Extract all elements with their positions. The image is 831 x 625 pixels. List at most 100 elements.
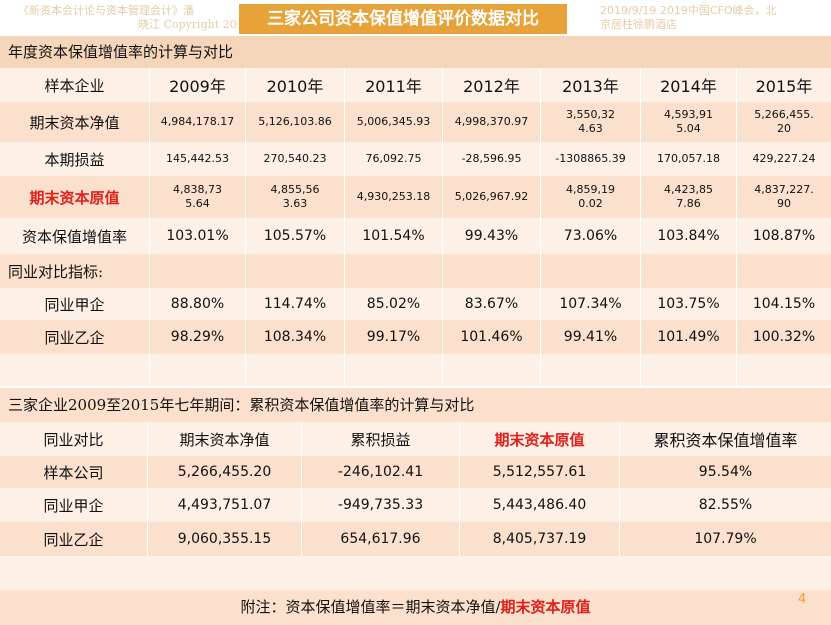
- value-cell: 429,227.24: [752, 152, 816, 165]
- cum-header-cell: 期末资本原值: [460, 422, 620, 456]
- value-cell: 270,540.23: [246, 142, 345, 176]
- row-label: 资本保值增值率: [0, 218, 150, 254]
- value-cell: 4,984,178.17: [150, 102, 246, 142]
- cum-header-cell: 期末资本净值: [148, 422, 302, 456]
- value-cell: 5,266,455.20: [148, 456, 302, 488]
- value-cell: 4,837,227.90: [754, 183, 814, 210]
- cum-header-cell: 累积资本保值增值率: [653, 431, 798, 450]
- page-number: 4: [798, 592, 807, 607]
- year-cell: 2011年: [345, 68, 443, 102]
- value-cell: 8,405,737.19: [460, 522, 620, 556]
- value-cell: 103.84%: [641, 218, 737, 254]
- value-cell: 95.54%: [698, 464, 753, 480]
- watermark-left: 《新资本会计论与资本管理会计》潘 晓江 Copyright 2019: [18, 4, 251, 32]
- value-cell: 3,550,324.63: [541, 102, 641, 142]
- footnote-highlight: 期末资本原值: [500, 598, 591, 616]
- value-cell: 100.32%: [752, 329, 816, 345]
- value-cell: -949,735.33: [302, 488, 460, 522]
- year-cell: 2009年: [150, 68, 246, 102]
- table-row: 同业乙企 98.29% 108.34% 99.17% 101.46% 99.41…: [0, 320, 831, 354]
- year-cell: 2010年: [246, 68, 345, 102]
- year-cell: 2015年: [755, 77, 813, 96]
- value-cell: 4,930,253.18: [345, 176, 443, 218]
- watermark-right-line1: 2019/9/19 2019中国CFO峰会，北: [600, 4, 777, 17]
- cum-header-cell: 累积损益: [302, 422, 460, 456]
- value-cell: 9,060,355.15: [148, 522, 302, 556]
- table-row: 同业乙企 9,060,355.15 654,617.96 8,405,737.1…: [0, 522, 831, 556]
- value-cell: 4,838,735.64: [150, 176, 246, 218]
- peer-label: 同业对比指标:: [0, 254, 150, 288]
- value-cell: 4,855,563.63: [246, 176, 345, 218]
- value-cell: 76,092.75: [345, 142, 443, 176]
- watermark-left-line2: 晓江 Copyright 2019: [138, 18, 251, 31]
- value-cell: 82.55%: [698, 497, 753, 513]
- value-cell: 101.46%: [443, 320, 541, 354]
- value-cell: -1308865.39: [541, 142, 641, 176]
- value-cell: 4,998,370.97: [443, 102, 541, 142]
- page-title: 三家公司资本保值增值评价数据对比: [239, 4, 567, 34]
- year-cell: 2012年: [443, 68, 541, 102]
- year-header-row: 样本企业 2009年 2010年 2011年 2012年 2013年 2014年…: [0, 68, 831, 102]
- value-cell: 99.17%: [345, 320, 443, 354]
- empty-row: [0, 556, 831, 590]
- row-label: 同业乙企: [0, 320, 150, 354]
- value-cell: 654,617.96: [302, 522, 460, 556]
- watermark-right: 2019/9/19 2019中国CFO峰会，北 京居柱徐鹏酒店: [600, 4, 777, 32]
- year-cell: 2013年: [541, 68, 641, 102]
- section-annual-heading: 年度资本保值增值率的计算与对比: [0, 36, 831, 68]
- section-cumulative-heading: 三家企业2009至2015年七年期间：累积资本保值增值率的计算与对比: [0, 388, 831, 422]
- table-row: 期末资本净值 4,984,178.17 5,126,103.86 5,006,3…: [0, 102, 831, 142]
- value-cell: 114.74%: [246, 288, 345, 320]
- row-label: 期末资本净值: [0, 102, 150, 142]
- value-cell: 4,493,751.07: [148, 488, 302, 522]
- value-cell: 85.02%: [345, 288, 443, 320]
- footnote-text: 附注：资本保值增值率＝期末资本净值/: [240, 598, 501, 616]
- value-cell: 5,006,345.93: [345, 102, 443, 142]
- value-cell: 101.54%: [345, 218, 443, 254]
- footnote: 附注：资本保值增值率＝期末资本净值/期末资本原值: [0, 590, 831, 625]
- value-cell: 99.43%: [443, 218, 541, 254]
- empty-row: [0, 354, 831, 386]
- value-cell: 99.41%: [541, 320, 641, 354]
- value-cell: 104.15%: [752, 296, 816, 312]
- value-cell: 83.67%: [443, 288, 541, 320]
- watermark-left-line1: 《新资本会计论与资本管理会计》潘: [18, 4, 194, 17]
- value-cell: 5,443,486.40: [460, 488, 620, 522]
- value-cell: 5,266,455.20: [754, 108, 814, 135]
- cumulative-header-row: 同业对比 期末资本净值 累积损益 期末资本原值 累积资本保值增值率: [0, 422, 831, 456]
- value-cell: 4,859,190.02: [541, 176, 641, 218]
- table-row: 同业甲企 4,493,751.07 -949,735.33 5,443,486.…: [0, 488, 831, 522]
- value-cell: 105.57%: [246, 218, 345, 254]
- value-cell: 98.29%: [150, 320, 246, 354]
- value-cell: 170,057.18: [641, 142, 737, 176]
- peer-label-row: 同业对比指标:: [0, 254, 831, 288]
- table-row: 资本保值增值率 103.01% 105.57% 101.54% 99.43% 7…: [0, 218, 831, 254]
- cum-header-cell: 同业对比: [0, 422, 148, 456]
- value-cell: 103.01%: [150, 218, 246, 254]
- value-cell: 101.49%: [641, 320, 737, 354]
- value-cell: 103.75%: [641, 288, 737, 320]
- value-cell: 73.06%: [541, 218, 641, 254]
- row-label: 同业乙企: [0, 522, 148, 556]
- row-label: 同业甲企: [0, 488, 148, 522]
- value-cell: 108.34%: [246, 320, 345, 354]
- table-row: 期末资本原值 4,838,735.64 4,855,563.63 4,930,2…: [0, 176, 831, 218]
- value-cell: 107.34%: [541, 288, 641, 320]
- value-cell: -28,596.95: [443, 142, 541, 176]
- value-cell: 145,442.53: [150, 142, 246, 176]
- watermark-right-line2: 京居柱徐鹏酒店: [600, 18, 677, 31]
- value-cell: -246,102.41: [302, 456, 460, 488]
- value-cell: 5,512,557.61: [460, 456, 620, 488]
- row-label: 期末资本原值: [0, 176, 150, 218]
- value-cell: 108.87%: [752, 228, 816, 244]
- table-row: 同业甲企 88.80% 114.74% 85.02% 83.67% 107.34…: [0, 288, 831, 320]
- row-label: 本期损益: [0, 142, 150, 176]
- value-cell: 5,126,103.86: [246, 102, 345, 142]
- value-cell: 107.79%: [694, 531, 757, 547]
- year-header-label: 样本企业: [0, 68, 150, 102]
- table-row: 样本公司 5,266,455.20 -246,102.41 5,512,557.…: [0, 456, 831, 488]
- row-label: 样本公司: [0, 456, 148, 488]
- value-cell: 4,423,857.86: [641, 176, 737, 218]
- row-label: 同业甲企: [0, 288, 150, 320]
- value-cell: 88.80%: [150, 288, 246, 320]
